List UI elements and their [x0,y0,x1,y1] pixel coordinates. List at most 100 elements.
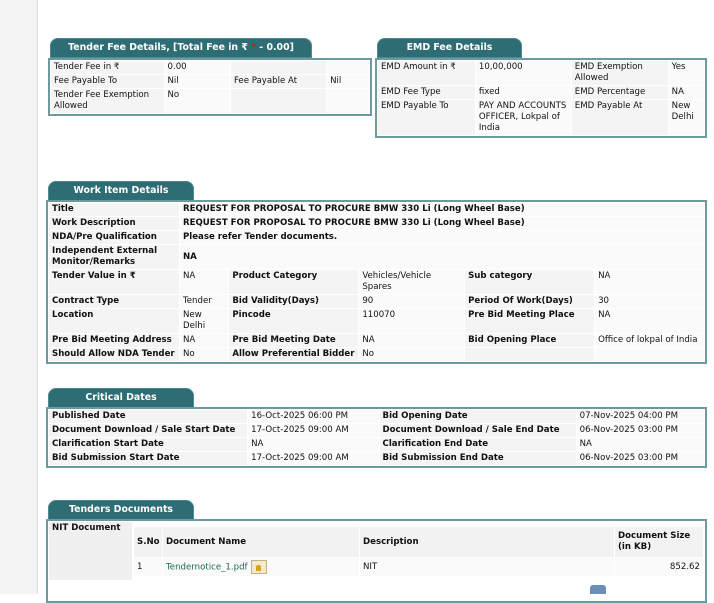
field-label: Location [49,309,179,333]
crit-table: Published Date 16-Oct-2025 06:00 PM Bid Op… [48,409,705,466]
field-value: REQUEST FOR PROPOSAL TO PROCURE BMW 330 … [179,203,704,216]
field-value [327,89,369,113]
table-row: Fee Payable To Nil Fee Payable At Nil [51,75,369,88]
critical-dates-tab: Critical Dates [48,388,194,408]
field-value: 110070 [359,309,465,333]
field-label: Work Description [49,217,179,230]
table-row: Title REQUEST FOR PROPOSAL TO PROCURE BMW… [49,203,704,216]
header-sno: S.No [134,527,162,557]
download-icon[interactable] [590,585,606,594]
work-item-panel: Title REQUEST FOR PROPOSAL TO PROCURE BMW… [46,200,707,364]
field-label: Tender Fee Exemption Allowed [51,89,164,113]
field-value: 10,00,000 [475,61,571,85]
field-value: NA [576,438,704,451]
field-value: NA [179,334,229,347]
field-label: EMD Percentage [571,86,668,99]
documents-header-row: S.No Document Name Description Document … [134,527,703,557]
document-row: 1 Tendernotice_1.pdf NIT 852.62 [134,558,703,576]
field-value: 17-Oct-2025 09:00 AM [248,424,379,437]
field-value: 07-Nov-2025 04:00 PM [576,410,704,423]
field-value: Please refer Tender documents. [179,231,704,244]
field-label: Independent External Monitor/Remarks [49,245,179,269]
tender-fee-title: Tender Fee Details, [Total Fee in ₹ [68,42,252,53]
field-value: NA [179,270,229,294]
table-row: EMD Payable To PAY AND ACCOUNTS OFFICER, … [378,100,704,135]
field-value: Nil [327,75,369,88]
table-row: Document Download / Sale Start Date 17-Oc… [49,424,704,437]
table-row: Work Description REQUEST FOR PROPOSAL TO … [49,217,704,230]
field-value: Yes [668,61,704,85]
field-label: EMD Exemption Allowed [571,61,668,85]
documents-tab: Tenders Documents [48,500,194,520]
table-row: Tender Fee in ₹0.00 [51,61,369,74]
field-value: Office of lokpal of India [595,334,704,347]
field-value: Nil [164,75,230,88]
field-value: NA [595,309,704,333]
table-row: EMD Amount in ₹10,00,000 EMD Exemption Al… [378,61,704,85]
field-label: Fee Payable At [230,75,327,88]
field-label: Should Allow NDA Tender [49,348,179,361]
field-label [230,89,327,113]
field-value: No [164,89,230,113]
document-link[interactable]: Tendernotice_1.pdf [166,562,248,573]
emd-fee-tab: EMD Fee Details [377,38,522,58]
field-value: fixed [475,86,571,99]
table-row: Should Allow NDA Tender No Allow Preferent… [49,348,704,361]
field-value: REQUEST FOR PROPOSAL TO PROCURE BMW 330 … [179,217,704,230]
field-label: Contract Type [49,295,179,308]
field-value: 17-Oct-2025 09:00 AM [248,452,379,465]
field-label: Allow Preferential Bidder [229,348,359,361]
field-label: EMD Payable At [571,100,668,135]
field-value: NA [248,438,379,451]
table-row: NDA/Pre Qualification Please refer Tender… [49,231,704,244]
tender-fee-total: - 0.00] [256,42,294,53]
field-label: Bid Validity(Days) [229,295,359,308]
field-label: Bid Opening Place [465,334,595,347]
table-row: Location New Delhi Pincode 110070 Pre Bid Me… [49,309,704,333]
field-value: PAY AND ACCOUNTS OFFICER, Lokpal of Indi… [475,100,571,135]
field-value: NA [179,245,704,269]
table-row: Clarification Start Date NA Clarification … [49,438,704,451]
field-label [230,61,327,74]
table-row: Tender Fee Exemption Allowed No [51,89,369,113]
table-row: Bid Submission Start Date 17-Oct-2025 09:… [49,452,704,465]
field-label: Pre Bid Meeting Place [465,309,595,333]
field-label: Document Download / Sale Start Date [49,424,248,437]
header-description: Description [360,527,614,557]
document-description: NIT [360,558,614,576]
field-value: Tender [179,295,229,308]
field-value: 06-Nov-2025 03:00 PM [576,452,704,465]
field-label: Pre Bid Meeting Address [49,334,179,347]
table-row: Contract Type Tender Bid Validity(Days) 90 P… [49,295,704,308]
document-size: 852.62 [615,558,703,576]
certificate-icon[interactable] [250,560,267,574]
field-value: No [179,348,229,361]
field-label: Bid Opening Date [379,410,576,423]
critical-dates-panel: Published Date 16-Oct-2025 06:00 PM Bid Op… [46,407,707,468]
field-label: NDA/Pre Qualification [49,231,179,244]
field-label: Clarification Start Date [49,438,248,451]
field-value [327,61,369,74]
document-sno: 1 [134,558,162,576]
field-value: NA [359,334,465,347]
field-label: Pre Bid Meeting Date [229,334,359,347]
document-name-cell: Tendernotice_1.pdf [163,558,359,576]
field-label: EMD Fee Type [378,86,475,99]
field-value [595,348,704,361]
field-label: Tender Value in ₹ [49,270,179,294]
left-sidebar [0,0,38,594]
table-row: Pre Bid Meeting Address NA Pre Bid Meeting… [49,334,704,347]
field-value: New Delhi [668,100,704,135]
field-label: EMD Amount in ₹ [378,61,475,85]
field-value: NA [668,86,704,99]
documents-table: S.No Document Name Description Document … [133,526,704,577]
field-value: No [359,348,465,361]
emd-table: EMD Amount in ₹10,00,000 EMD Exemption Al… [377,60,705,136]
field-label: Bid Submission End Date [379,452,576,465]
field-label: Clarification End Date [379,438,576,451]
field-label [465,348,595,361]
header-document-size: Document Size (in KB) [615,527,703,557]
tender-fee-tab: Tender Fee Details, [Total Fee in ₹ * - … [50,38,312,58]
field-value: 0.00 [164,61,230,74]
work-item-tab: Work Item Details [48,181,194,201]
